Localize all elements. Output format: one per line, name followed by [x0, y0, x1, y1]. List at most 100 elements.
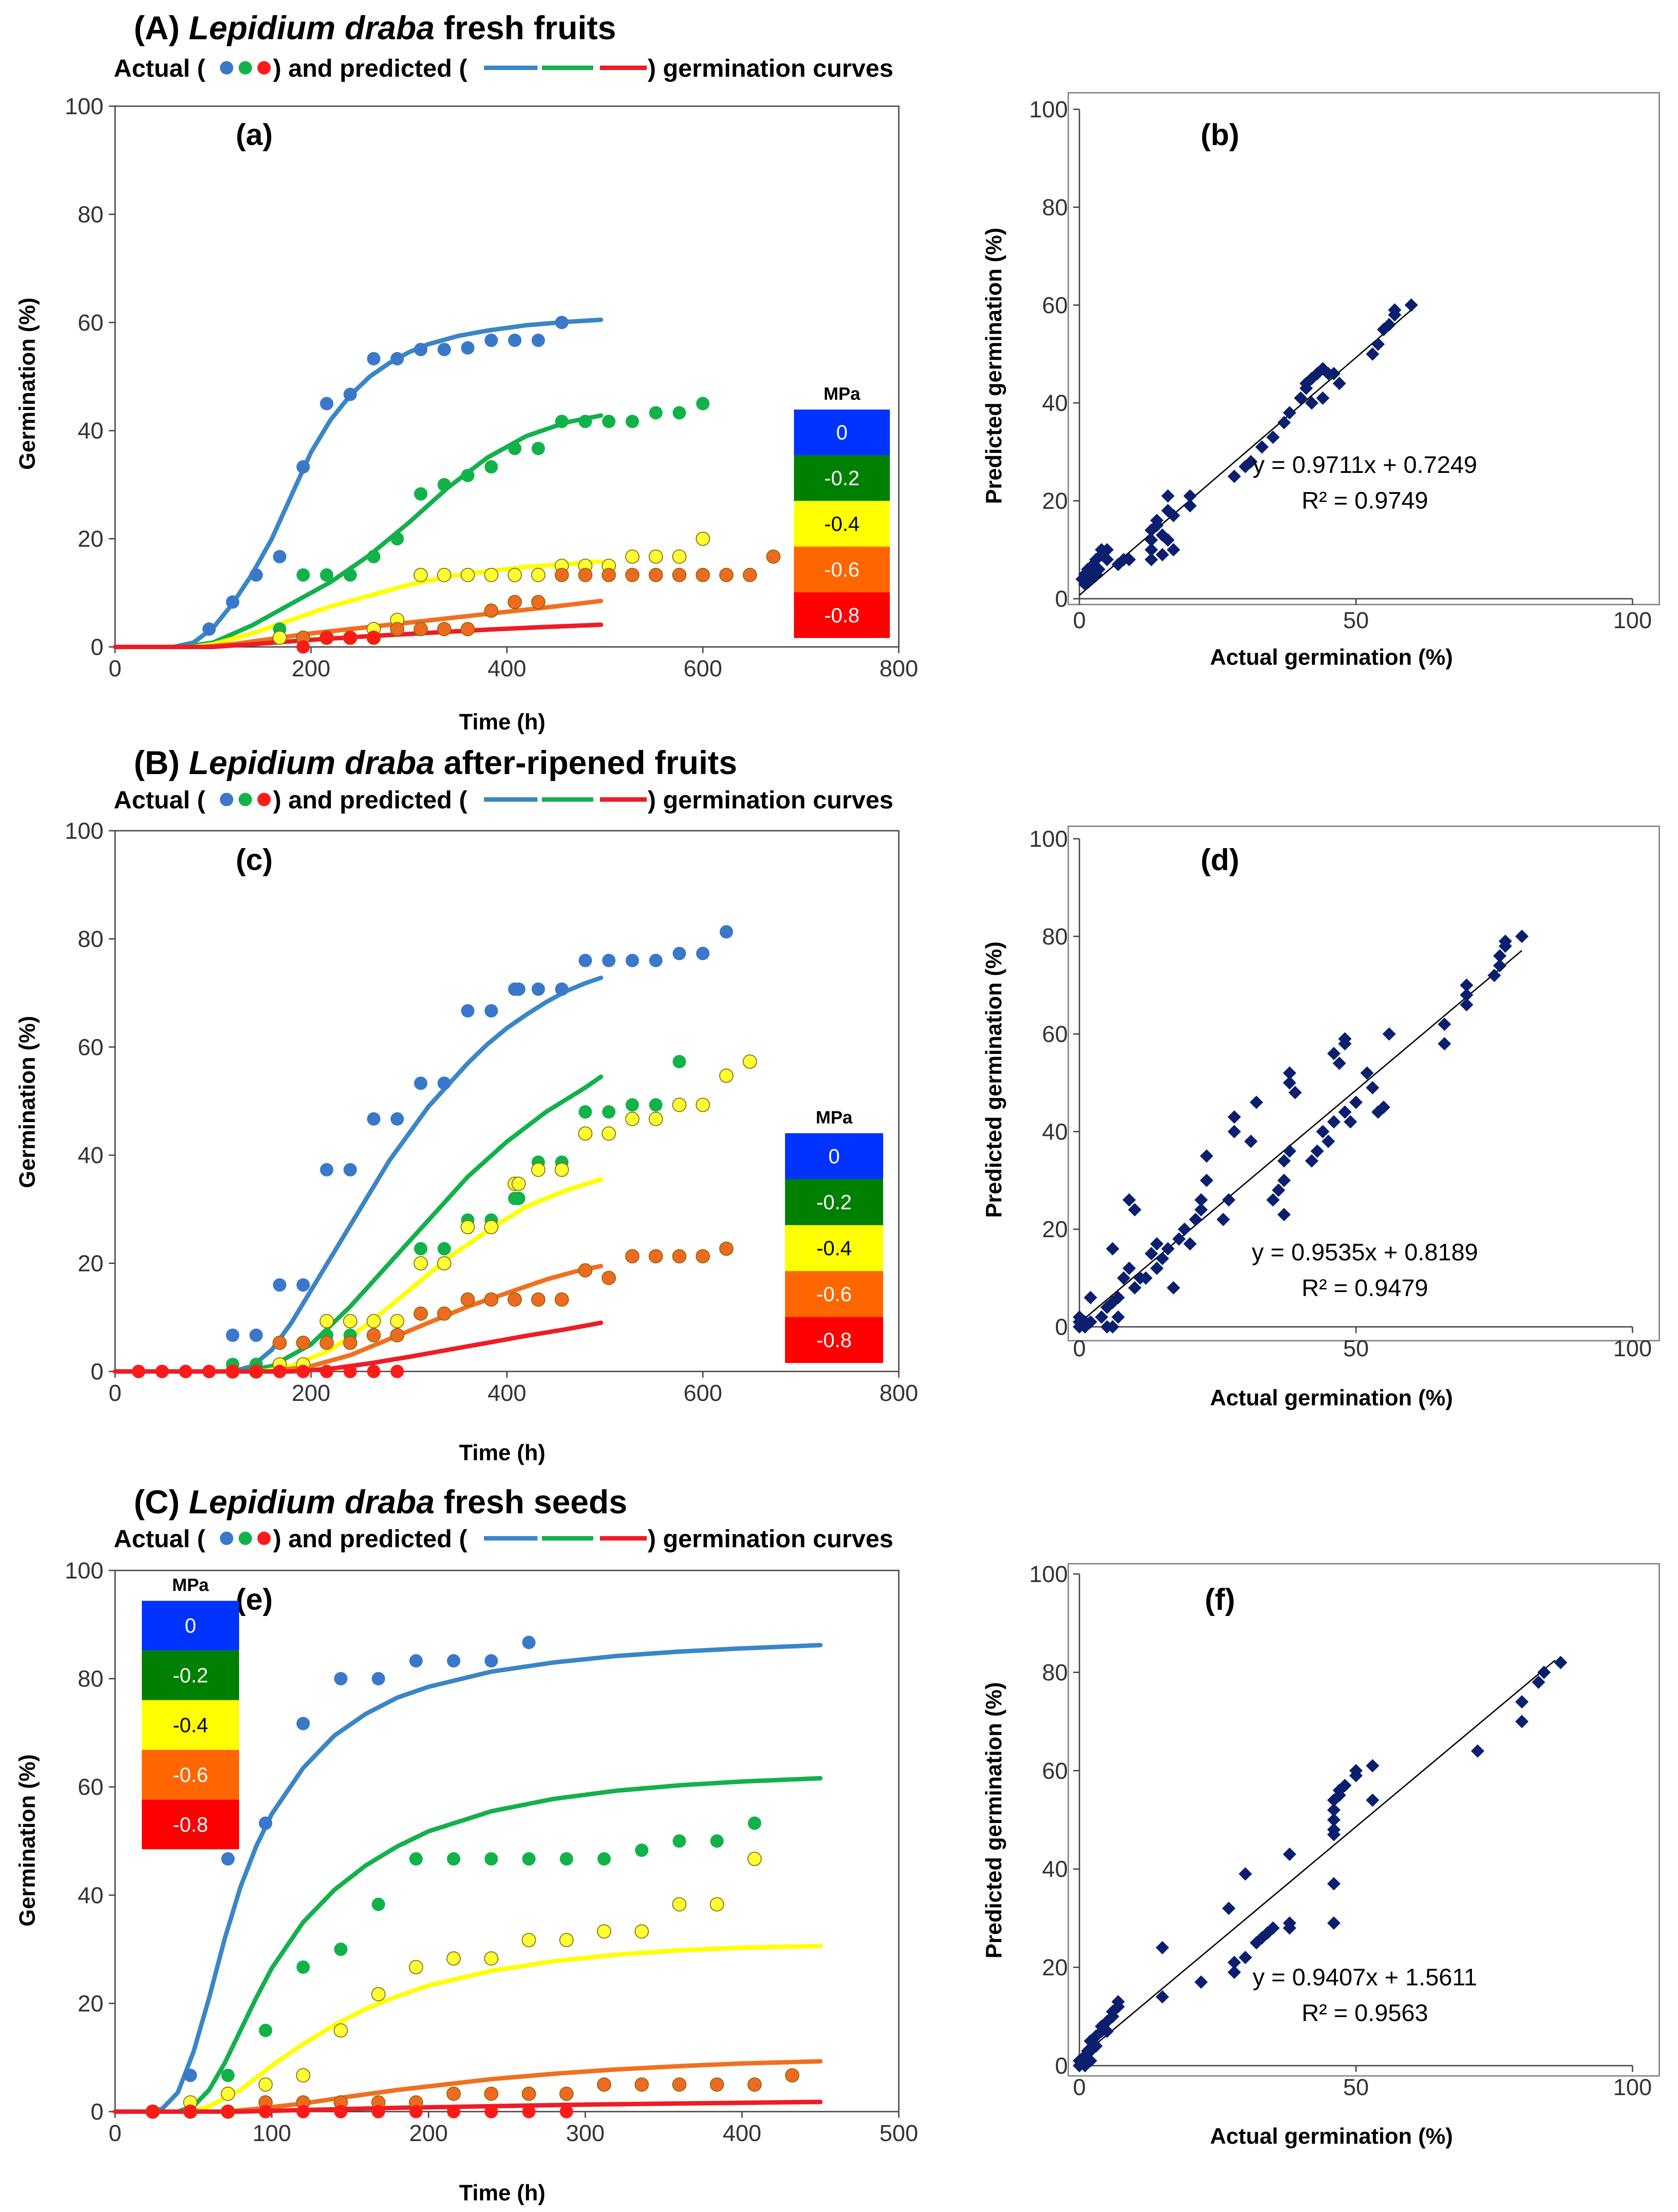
y-tick-label: 80 [78, 1666, 103, 1692]
mpa-swatch [785, 1179, 883, 1225]
data-point [484, 2086, 499, 2101]
data-point [273, 550, 286, 563]
legend-end-text: ) germination curves [648, 1524, 893, 1553]
data-point [625, 1249, 640, 1263]
scatter-point [1228, 469, 1241, 483]
chart-panel-b: 0 20 40 60 80 100 0 50 100 Actual germination (%)… [981, 92, 1660, 670]
data-point [695, 1098, 710, 1112]
data-point [320, 397, 334, 410]
mpa-swatch [142, 1650, 239, 1700]
data-point [672, 1098, 687, 1112]
data-point [649, 567, 663, 582]
scatter-point [1222, 1193, 1236, 1207]
scatter-point [1305, 396, 1318, 410]
data-point [579, 953, 592, 967]
data-point [601, 1126, 616, 1141]
x-axis-title: Time (h) [459, 1440, 546, 1465]
data-point [413, 567, 428, 582]
scatter-point [1150, 1261, 1164, 1275]
legend-dot-red [257, 1532, 271, 1545]
panel-label: (c) [236, 843, 273, 877]
data-point [226, 1328, 240, 1342]
scatter-point [1316, 1125, 1330, 1139]
data-point [367, 631, 380, 645]
data-point [555, 414, 569, 428]
data-point [602, 953, 616, 967]
data-point [371, 1987, 386, 2001]
data-point [508, 442, 522, 456]
section-title-b: (B) Lepidium draba after-ripened fruits [134, 744, 737, 781]
data-point [484, 1292, 499, 1307]
legend-actual-text: Actual ( [114, 786, 206, 814]
data-point [461, 341, 475, 355]
legend-line-a: Actual ( ) and predicted ( ) germination… [114, 54, 893, 82]
data-point [413, 1256, 428, 1271]
scatter-point [1266, 430, 1280, 444]
scatter-point [1460, 988, 1473, 1002]
x-axis-title: Time (h) [459, 2180, 546, 2205]
scatter-point [1382, 1027, 1396, 1041]
data-point [560, 1852, 574, 1866]
data-point [649, 1249, 663, 1263]
data-point [183, 2105, 197, 2118]
scatter-point [1537, 1665, 1551, 1679]
predicted-curve-1 [113, 1776, 823, 2114]
actual-points-series-0 [146, 1636, 536, 2118]
data-point [334, 1672, 348, 1686]
r-squared: R² = 0.9749 [1302, 487, 1428, 514]
chart-panel-f: 0 20 40 60 80 100 0 50 100 Actual germination (%)… [981, 1562, 1660, 2149]
data-point [484, 1654, 498, 1668]
data-point [673, 406, 686, 420]
y-tick-label: 20 [1042, 489, 1068, 514]
data-point [320, 568, 334, 582]
predicted-curve-0 [113, 1643, 823, 2114]
scatter-point [1117, 1271, 1131, 1285]
data-point [446, 2086, 461, 2101]
scatter-point [1277, 1208, 1291, 1222]
x-tick-label: 50 [1343, 1336, 1369, 1362]
data-point [554, 1292, 569, 1307]
data-point [522, 1852, 536, 1866]
data-point [484, 460, 498, 474]
data-point [602, 1105, 616, 1119]
chart-panel-c: 0 20 40 60 80 100 0 200 400 600 800 Time (h) Germina… [15, 816, 918, 1465]
scatter-point [1266, 1921, 1280, 1935]
data-point [673, 947, 686, 961]
data-point [390, 1314, 405, 1329]
scatter-point [1310, 1144, 1324, 1158]
y-tick-label: 40 [78, 1883, 103, 1909]
x-axis-title: Actual germination (%) [1210, 2124, 1453, 2149]
scatter-point [1145, 543, 1158, 557]
legend-dot-red [257, 793, 271, 806]
mpa-legend-title: MPa [816, 1108, 853, 1127]
data-point [521, 2086, 536, 2101]
mpa-legend-title: MPa [823, 384, 860, 404]
scatter-point [1239, 1867, 1252, 1881]
data-point [522, 2105, 536, 2118]
data-point [484, 567, 499, 582]
y-tick-label: 0 [1055, 586, 1068, 612]
regression-equation: y = 0.9711x + 0.7249 [1252, 452, 1477, 478]
scatter-point [1150, 1237, 1164, 1251]
scatter-point [1498, 934, 1512, 948]
scatter-point [1128, 1281, 1141, 1295]
mpa-swatch [142, 1601, 239, 1651]
legend-dot-green [239, 61, 252, 75]
data-point [672, 1249, 687, 1263]
data-point [320, 1163, 334, 1176]
data-point [597, 1924, 612, 1939]
data-point [531, 442, 545, 456]
scatter-point [1228, 1955, 1241, 1969]
mpa-swatch [785, 1225, 883, 1271]
data-point [437, 343, 451, 356]
scatter-point [1100, 553, 1114, 567]
mpa-legend-item: -0.4 [142, 1700, 239, 1750]
data-point [226, 595, 240, 609]
data-point [437, 567, 451, 582]
y-tick-label: 100 [65, 818, 103, 844]
data-point [272, 1335, 287, 1350]
data-point [649, 549, 663, 564]
panel-label: (f) [1205, 1582, 1235, 1616]
data-point [559, 1933, 574, 1947]
data-point [649, 1098, 663, 1112]
